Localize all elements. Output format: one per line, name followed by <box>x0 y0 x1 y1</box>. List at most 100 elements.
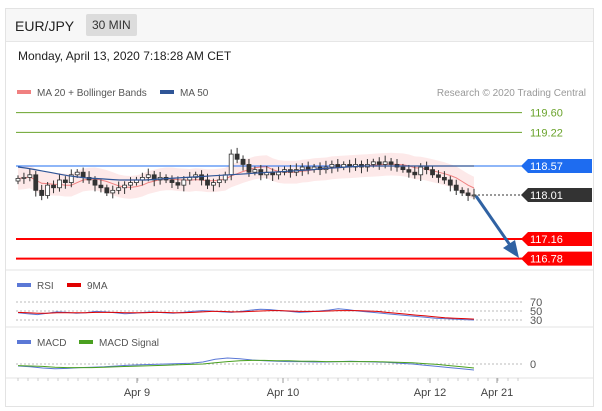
candle-body <box>80 171 86 178</box>
credit-label: Research © 2020 Trading Central <box>437 88 586 99</box>
chart-header: EUR/JPY 30 MIN <box>6 9 593 42</box>
candle-body <box>104 187 110 194</box>
candle-body <box>412 171 418 176</box>
candle-body <box>418 166 424 176</box>
instrument-title: EUR/JPY <box>15 18 75 34</box>
candle-body <box>299 166 305 171</box>
level-tag-118.01 <box>521 187 592 202</box>
candle-body <box>199 174 204 181</box>
ma50-legend-swatch <box>160 90 174 94</box>
candle-body <box>335 164 341 168</box>
candle-body <box>175 182 181 186</box>
level-label-118.57: 118.57 <box>530 161 563 173</box>
ma50-legend-label: MA 50 <box>180 88 209 99</box>
macd-signal-legend-swatch <box>79 340 93 344</box>
level-tag-118.57 <box>521 159 592 173</box>
bollinger-bands <box>17 152 475 200</box>
macd-panel: 0 <box>16 357 536 371</box>
macd-legend-swatch <box>17 340 31 344</box>
ma50-line <box>17 165 474 181</box>
candle-body <box>15 178 21 182</box>
rsi-ma-legend-swatch <box>67 283 81 287</box>
rsi-legend-swatch <box>17 283 31 287</box>
candle-body <box>376 161 382 165</box>
level-tag-117.16 <box>521 232 592 246</box>
ma20-legend-swatch <box>17 90 31 94</box>
candle-body <box>110 189 116 194</box>
candle-body <box>453 184 459 191</box>
candle-body <box>400 166 406 171</box>
macd-legend: MACD MACD Signal <box>17 338 159 349</box>
ma50-line-group <box>17 165 474 181</box>
x-tick-label: Apr 10 <box>267 387 299 399</box>
candle-body <box>27 174 33 178</box>
candle-body <box>388 161 394 165</box>
candle-body <box>51 184 56 189</box>
candle-body <box>382 161 388 165</box>
candle-body <box>406 169 412 173</box>
candle-body <box>436 174 441 178</box>
level-label-118.01: 118.01 <box>530 190 563 202</box>
x-axis: Apr 9 Apr 10 Apr 12 Apr 21 <box>17 378 519 399</box>
macd-level-label-0: 0 <box>530 359 536 371</box>
macd-signal-legend-label: MACD Signal <box>99 338 159 349</box>
candle-body <box>459 189 465 194</box>
level-label-119.22: 119.22 <box>530 127 563 139</box>
candle-body <box>234 153 240 160</box>
rsi-ma-legend-label: 9MA <box>87 281 108 292</box>
ma20-legend-label: MA 20 + Bollinger Bands <box>37 88 147 99</box>
level-label-117.16: 117.16 <box>530 234 563 246</box>
chart-frame: EUR/JPY 30 MIN Monday, April 13, 2020 7:… <box>5 8 594 407</box>
macd-legend-label: MACD <box>37 338 66 349</box>
candle-body <box>68 174 74 183</box>
rsi-level-label-70: 70 <box>530 297 542 309</box>
rsi-level-label-30: 30 <box>530 315 542 327</box>
candle-body <box>471 194 477 197</box>
candle-body <box>74 171 80 176</box>
rsi-legend: RSI 9MA <box>17 281 108 292</box>
candle-body <box>216 179 222 183</box>
candle-body <box>128 182 133 186</box>
candle-body <box>145 174 151 178</box>
candle-body <box>447 179 453 186</box>
level-label-119.60: 119.60 <box>530 108 563 120</box>
bollinger-band-area <box>18 152 474 200</box>
candle-body <box>276 171 281 176</box>
candle-body <box>33 174 39 191</box>
candle-body <box>430 169 435 176</box>
candle-body <box>205 179 210 186</box>
rsi-legend-label: RSI <box>37 281 54 292</box>
candle-body <box>169 179 175 183</box>
forecast-arrow <box>474 195 519 258</box>
x-tick-label: Apr 9 <box>124 387 150 399</box>
candle-body <box>92 179 98 186</box>
candle-body <box>240 158 246 165</box>
candle-body <box>424 166 430 171</box>
macd-signal-line <box>17 359 475 369</box>
candle-body <box>211 182 216 186</box>
rsi-ma-line <box>17 310 475 320</box>
candle-body <box>62 179 68 183</box>
rsi-line <box>17 308 475 321</box>
candle-body <box>465 192 471 196</box>
candle-body <box>441 176 447 181</box>
timestamp: Monday, April 13, 2020 7:18:28 AM CET <box>18 49 232 63</box>
candle-body <box>45 184 51 196</box>
candle-body <box>246 164 252 173</box>
level-tag-116.78 <box>521 251 592 266</box>
candle-body <box>252 169 258 173</box>
candle-body <box>329 164 335 168</box>
candle-body <box>21 176 27 179</box>
price-legend: MA 20 + Bollinger Bands MA 50 Research ©… <box>17 88 586 99</box>
candle-body <box>98 184 104 189</box>
candle-body <box>39 189 45 196</box>
candle-body <box>116 187 122 191</box>
x-tick-label: Apr 12 <box>414 387 446 399</box>
rsi-level-label-50: 50 <box>530 306 542 318</box>
candle-body <box>228 153 234 176</box>
candle-body <box>181 179 187 186</box>
timeframe-button[interactable]: 30 MIN <box>86 14 137 36</box>
level-label-116.78: 116.78 <box>530 254 563 266</box>
